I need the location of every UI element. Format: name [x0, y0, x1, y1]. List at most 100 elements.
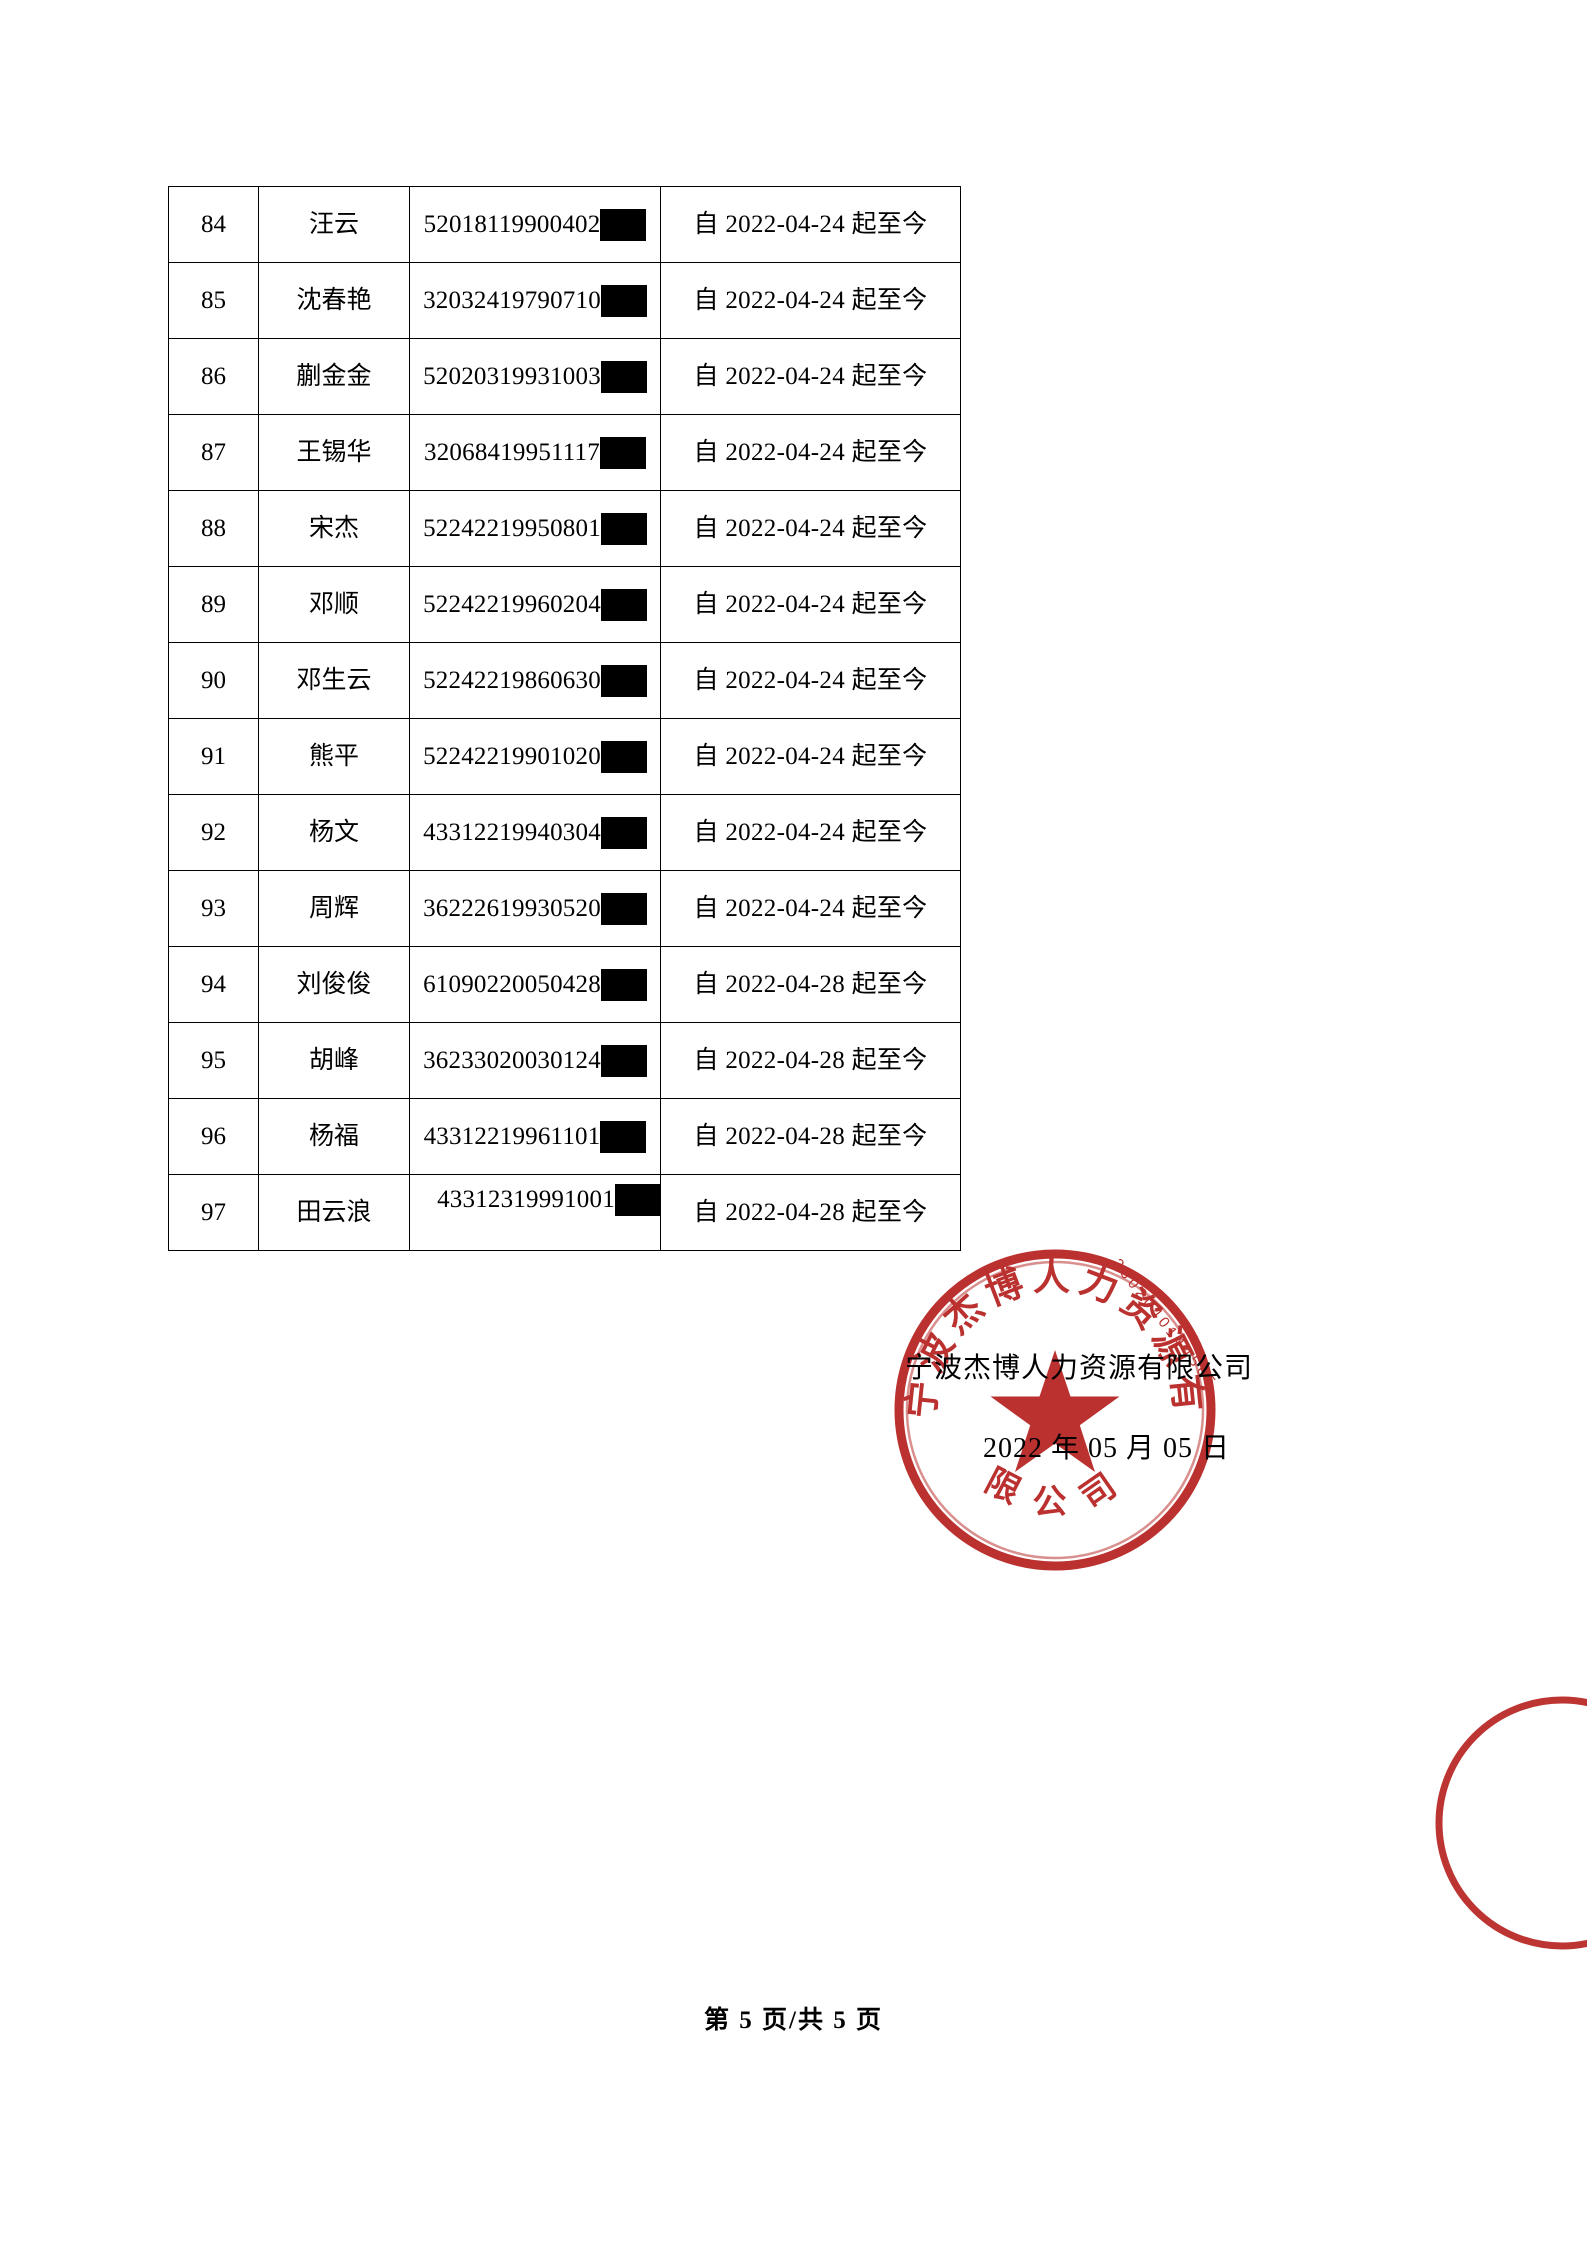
period-text: 自 2022-04-28 起至今 [693, 1046, 928, 1074]
redaction-block [600, 968, 647, 1001]
row-id-cell: 32068419951117 [409, 414, 661, 491]
table-row: 84 汪云 52018119900402 自 2022-04-24 起至今 [168, 186, 961, 263]
id-inner: 32068419951117 [424, 436, 646, 469]
row-index-cell: 97 [168, 1174, 259, 1251]
id-inner: 32032419790710 [423, 284, 647, 317]
row-name-cell: 刘俊俊 [258, 946, 410, 1023]
id-number-text: 43312319991001 [437, 1185, 615, 1213]
redaction-block [600, 1120, 647, 1153]
row-name-cell: 田云浪 [258, 1174, 410, 1251]
id-inner: 52242219960204 [423, 588, 647, 621]
row-id-cell: 52242219960204 [409, 566, 661, 643]
table-row: 91 熊平 52242219901020 自 2022-04-24 起至今 [168, 718, 961, 795]
row-name-cell: 沈春艳 [258, 262, 410, 339]
row-index-cell: 85 [168, 262, 259, 339]
row-id-cell: 43312219940304 [409, 794, 661, 871]
id-number-text: 52020319931003 [423, 362, 601, 390]
signature-date: 2022 年 05 月 05 日 [983, 1433, 1231, 1464]
row-name-cell: 蒯金金 [258, 338, 410, 415]
table-row: 89 邓顺 52242219960204 自 2022-04-24 起至今 [168, 566, 961, 643]
id-number-text: 32032419790710 [423, 286, 601, 314]
period-text: 自 2022-04-24 起至今 [693, 210, 928, 238]
id-inner: 52242219901020 [423, 740, 647, 773]
table-row: 92 杨文 43312219940304 自 2022-04-24 起至今 [168, 794, 961, 871]
signature-company-name: 宁波杰博人力资源有限公司 [905, 1353, 1254, 1384]
row-id-cell: 52018119900402 [409, 186, 661, 263]
id-number-text: 61090220050428 [423, 970, 601, 998]
table-row: 93 周辉 36222619930520 自 2022-04-24 起至今 [168, 870, 961, 947]
roster-table-body: 84 汪云 52018119900402 自 2022-04-24 起至今 85 [168, 186, 961, 1251]
row-index-cell: 91 [168, 718, 259, 795]
table-row: 95 胡峰 36233020030124 自 2022-04-28 起至今 [168, 1022, 961, 1099]
id-number-text: 52242219860630 [423, 666, 601, 694]
row-period-cell: 自 2022-04-24 起至今 [660, 490, 961, 567]
row-index-cell: 95 [168, 1022, 259, 1099]
id-number-text: 32068419951117 [424, 438, 600, 466]
partial-seal-stamp-icon: 资源有 [1432, 1693, 1587, 1953]
period-text: 自 2022-04-24 起至今 [693, 894, 928, 922]
id-inner: 52242219950801 [423, 512, 647, 545]
table-row: 90 邓生云 52242219860630 自 2022-04-24 起至今 [168, 642, 961, 719]
row-id-cell: 52242219950801 [409, 490, 661, 567]
row-id-cell: 52242219901020 [409, 718, 661, 795]
id-number-text: 52018119900402 [423, 210, 601, 238]
redaction-block [600, 1044, 647, 1077]
signature-block: 宁波杰博人力资源有限公司 2022 年 05 月 05 日 [905, 1355, 1375, 1463]
period-text: 自 2022-04-24 起至今 [693, 742, 928, 770]
row-index-cell: 86 [168, 338, 259, 415]
id-number-text: 43312219961101 [423, 1122, 601, 1150]
table-row: 97 田云浪 43312319991001 自 2022-04-28 起至今 [168, 1174, 961, 1251]
row-period-cell: 自 2022-04-28 起至今 [660, 1098, 961, 1175]
redaction-block [600, 208, 647, 241]
period-text: 自 2022-04-24 起至今 [693, 438, 928, 466]
id-inner: 52020319931003 [423, 360, 647, 393]
table-row: 86 蒯金金 52020319931003 自 2022-04-24 起至今 [168, 338, 961, 415]
row-id-cell: 52020319931003 [409, 338, 661, 415]
row-index-cell: 90 [168, 642, 259, 719]
row-index-cell: 93 [168, 870, 259, 947]
id-inner: 43312219940304 [423, 816, 647, 849]
id-inner: 61090220050428 [423, 968, 647, 1001]
period-text: 自 2022-04-28 起至今 [693, 970, 928, 998]
table-row: 94 刘俊俊 61090220050428 自 2022-04-28 起至今 [168, 946, 961, 1023]
table-row: 96 杨福 43312219961101 自 2022-04-28 起至今 [168, 1098, 961, 1175]
row-period-cell: 自 2022-04-24 起至今 [660, 262, 961, 339]
row-name-cell: 杨福 [258, 1098, 410, 1175]
id-inner: 52242219860630 [423, 664, 647, 697]
table-row: 85 沈春艳 32032419790710 自 2022-04-24 起至今 [168, 262, 961, 339]
period-text: 自 2022-04-24 起至今 [693, 590, 928, 618]
row-period-cell: 自 2022-04-28 起至今 [660, 946, 961, 1023]
period-text: 自 2022-04-28 起至今 [693, 1122, 928, 1150]
row-period-cell: 自 2022-04-24 起至今 [660, 186, 961, 263]
row-period-cell: 自 2022-04-24 起至今 [660, 794, 961, 871]
row-period-cell: 自 2022-04-24 起至今 [660, 870, 961, 947]
row-id-cell: 43312219961101 [409, 1098, 661, 1175]
row-id-cell: 61090220050428 [409, 946, 661, 1023]
row-id-cell: 36222619930520 [409, 870, 661, 947]
redaction-block [600, 664, 647, 697]
row-name-cell: 杨文 [258, 794, 410, 871]
row-name-cell: 王锡华 [258, 414, 410, 491]
page-footer: 第 5 页/共 5 页 [704, 2007, 883, 2034]
table-row: 87 王锡华 32068419951117 自 2022-04-24 起至今 [168, 414, 961, 491]
row-id-cell: 36233020030124 [409, 1022, 661, 1099]
row-index-cell: 92 [168, 794, 259, 871]
id-number-text: 43312219940304 [423, 818, 601, 846]
svg-text:限公司: 限公司 [979, 1455, 1142, 1523]
row-index-cell: 87 [168, 414, 259, 491]
row-name-cell: 胡峰 [258, 1022, 410, 1099]
row-id-cell: 43312319991001 [409, 1174, 661, 1251]
row-index-cell: 96 [168, 1098, 259, 1175]
row-id-cell: 52242219860630 [409, 642, 661, 719]
redaction-block [600, 360, 647, 393]
row-name-cell: 熊平 [258, 718, 410, 795]
redaction-block [600, 740, 647, 773]
roster-table-container: 84 汪云 52018119900402 自 2022-04-24 起至今 85 [168, 186, 961, 1251]
period-text: 自 2022-04-28 起至今 [693, 1198, 928, 1226]
roster-table: 84 汪云 52018119900402 自 2022-04-24 起至今 85 [168, 186, 961, 1251]
row-period-cell: 自 2022-04-28 起至今 [660, 1174, 961, 1251]
redaction-block [600, 284, 647, 317]
id-inner: 36222619930520 [423, 892, 647, 925]
row-period-cell: 自 2022-04-24 起至今 [660, 414, 961, 491]
id-inner: 43312319991001 [437, 1183, 661, 1216]
